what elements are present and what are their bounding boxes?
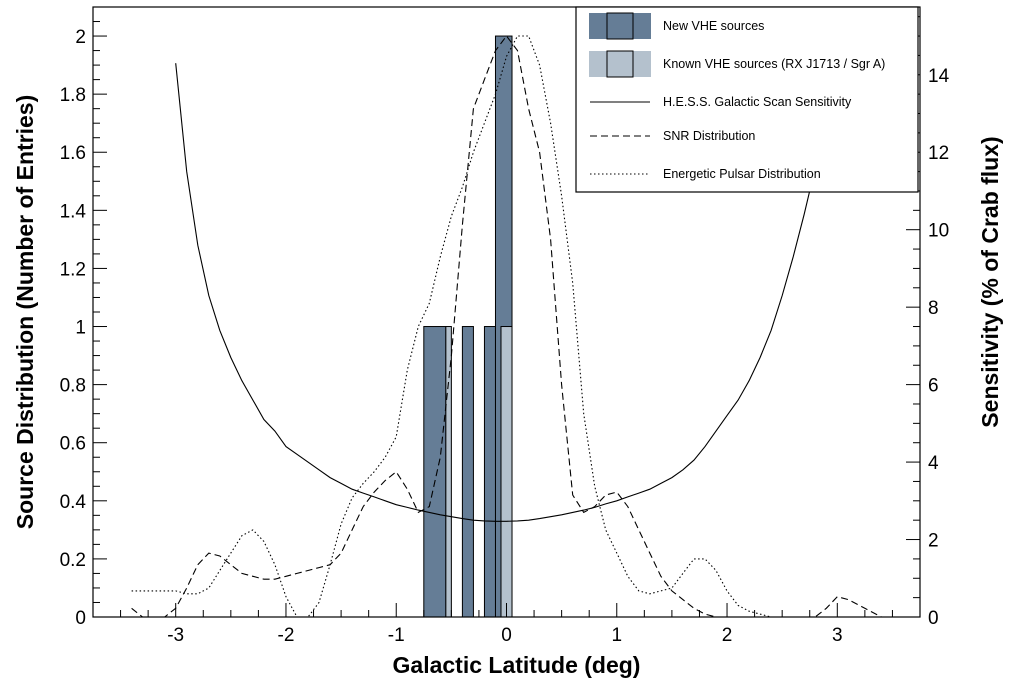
legend-label: Energetic Pulsar Distribution — [663, 167, 821, 181]
y-tick-label: 1.2 — [60, 259, 86, 280]
y-tick-label: 1 — [75, 318, 86, 339]
x-tick-label: 0 — [501, 625, 512, 646]
y2-tick-label: 2 — [928, 531, 939, 552]
y-tick-label: 0.2 — [60, 550, 86, 571]
y-tick-label: 0.4 — [60, 492, 87, 513]
new-vhe-bar-0 — [423, 326, 447, 618]
y2-tick-label: 0 — [928, 608, 939, 629]
histogram-bars — [423, 35, 513, 618]
x-tick-label: 2 — [722, 625, 733, 646]
y-tick-label: 0 — [75, 608, 86, 629]
x-tick-label: -2 — [278, 625, 295, 646]
legend-label: New VHE sources — [663, 19, 764, 33]
x-tick-label: 3 — [832, 625, 843, 646]
legend-label: H.E.S.S. Galactic Scan Sensitivity — [663, 95, 852, 109]
y2-tick-label: 10 — [928, 221, 949, 242]
legend-swatch-box — [606, 12, 634, 40]
y-tick-label: 1.4 — [60, 201, 87, 222]
y-tick-label: 2 — [75, 27, 86, 48]
new-vhe-bar-2 — [483, 326, 496, 618]
x-axis-title: Galactic Latitude (deg) — [393, 652, 641, 678]
y2-tick-label: 4 — [928, 453, 939, 474]
y2-tick-label: 12 — [928, 143, 949, 164]
legend-label: SNR Distribution — [663, 129, 755, 143]
y2-tick-label: 6 — [928, 376, 939, 397]
pulsar-distribution-curve — [131, 35, 882, 618]
y-tick-label: 0.6 — [60, 434, 86, 455]
legend-label: Known VHE sources (RX J1713 / Sgr A) — [663, 57, 885, 71]
y-axis-right: 0 2 4 6 8 10 12 14 — [906, 16, 950, 629]
sensitivity-curve — [175, 63, 838, 522]
y2-tick-label: 14 — [928, 66, 950, 87]
known-vhe-bar-0 — [445, 326, 452, 618]
x-tick-label: -1 — [388, 625, 405, 646]
y-tick-label: 1.8 — [60, 85, 86, 106]
x-tick-label: -3 — [167, 625, 184, 646]
y2-tick-label: 8 — [928, 298, 939, 319]
new-vhe-bar-1 — [461, 326, 474, 618]
y-tick-label: 0.8 — [60, 376, 86, 397]
known-vhe-bar-1 — [500, 326, 513, 618]
y-axis-left: 0 0.2 0.4 0.6 0.8 1 1.2 1.4 1.6 1.8 2 — [60, 6, 107, 629]
x-axis: -3 -2 -1 0 1 2 3 — [92, 603, 921, 646]
legend-swatch-box — [606, 50, 634, 78]
y-axis-title: Source Distribution (Number of Entries) — [12, 95, 38, 529]
legend: New VHE sources Known VHE sources (RX J17… — [575, 6, 919, 193]
x-tick-label: 1 — [611, 625, 622, 646]
y2-axis-title: Sensitivity (% of Crab flux) — [977, 136, 1003, 427]
y-tick-label: 1.6 — [60, 143, 86, 164]
